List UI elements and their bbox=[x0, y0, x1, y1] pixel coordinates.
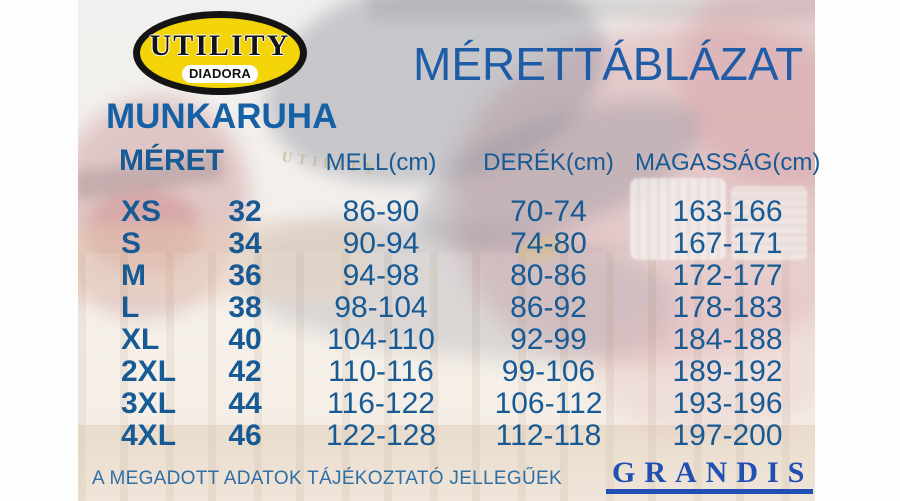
column-header-meret: MÉRET bbox=[119, 144, 224, 177]
size-cell: XS bbox=[121, 195, 162, 228]
number-cell: 38 bbox=[228, 291, 262, 324]
table-row: S 34 90-94 74-80 167-171 bbox=[90, 228, 820, 260]
size-cell: L bbox=[121, 291, 140, 324]
table-row: 2XL 42 110-116 99-106 189-192 bbox=[90, 356, 820, 388]
size-cell: M bbox=[121, 259, 146, 292]
table-row: M 36 94-98 80-86 172-177 bbox=[90, 260, 820, 292]
waist-cell: 80-86 bbox=[510, 259, 587, 292]
number-cell: 42 bbox=[228, 355, 262, 388]
height-cell: 184-188 bbox=[672, 323, 783, 356]
size-cell: 2XL bbox=[121, 355, 177, 388]
size-cell: 4XL bbox=[121, 419, 177, 452]
photo-woven-basket bbox=[731, 186, 807, 260]
chest-cell: 98-104 bbox=[334, 291, 428, 324]
table-row: XL 40 104-110 92-99 184-188 bbox=[90, 324, 820, 356]
grandis-logo: GRANDIS bbox=[606, 458, 814, 494]
waist-cell: 86-92 bbox=[510, 291, 587, 324]
number-cell: 34 bbox=[228, 227, 262, 260]
number-cell: 40 bbox=[228, 323, 262, 356]
page-title: MÉRETTÁBLÁZAT bbox=[413, 38, 804, 90]
table-row: L 38 98-104 86-92 178-183 bbox=[90, 292, 820, 324]
number-cell: 32 bbox=[228, 195, 262, 228]
waist-cell: 112-118 bbox=[495, 419, 602, 452]
height-cell: 189-192 bbox=[672, 355, 783, 388]
waist-cell: 99-106 bbox=[501, 355, 596, 388]
number-cell: 36 bbox=[228, 259, 262, 292]
height-cell: 172-177 bbox=[672, 259, 783, 292]
chest-cell: 86-90 bbox=[342, 195, 420, 228]
height-cell: 193-196 bbox=[672, 387, 783, 420]
table-row: XS 32 86-90 70-74 163-166 bbox=[90, 196, 820, 228]
photo-woven-basket bbox=[630, 178, 726, 260]
chest-cell: 104-110 bbox=[327, 323, 435, 356]
logo-subbrand-text: DIADORA bbox=[181, 65, 259, 83]
column-header-derek: DERÉK(cm) bbox=[483, 149, 614, 176]
size-cell: S bbox=[121, 227, 142, 260]
photo-wood-bench bbox=[78, 222, 368, 300]
column-header-magassag: MAGASSÁG(cm) bbox=[635, 149, 821, 176]
height-cell: 178-183 bbox=[672, 291, 783, 324]
chest-cell: 94-98 bbox=[342, 259, 420, 292]
chest-cell: 122-128 bbox=[325, 419, 437, 452]
number-cell: 46 bbox=[228, 419, 262, 452]
waist-cell: 70-74 bbox=[510, 195, 587, 228]
height-cell: 167-171 bbox=[672, 227, 783, 260]
size-cell: XL bbox=[121, 323, 160, 356]
column-header-mell: MELL(cm) bbox=[325, 149, 437, 176]
disclaimer-text: A MEGADOTT ADATOK TÁJÉKOZTATÓ JELLEGŰEK bbox=[92, 468, 562, 489]
photo-shelf-shadow bbox=[368, 0, 815, 20]
category-label: MUNKARUHA bbox=[106, 97, 338, 136]
background-photo: UTILITY bbox=[78, 0, 815, 501]
number-cell: 44 bbox=[228, 387, 262, 420]
photo-bench-rail bbox=[78, 425, 815, 501]
waist-cell: 106-112 bbox=[494, 387, 603, 420]
table-row: 4XL 46 122-128 112-118 197-200 bbox=[90, 420, 820, 452]
chest-cell: 90-94 bbox=[342, 227, 420, 260]
size-cell: 3XL bbox=[121, 387, 177, 420]
photo-wood-slats bbox=[78, 253, 815, 501]
chest-cell: 110-116 bbox=[328, 355, 434, 388]
table-header-row: MÉRET MELL(cm) DERÉK(cm) MAGASSÁG(cm) bbox=[90, 144, 820, 178]
photo-red-fabric-spot bbox=[86, 188, 201, 273]
waist-cell: 92-99 bbox=[510, 323, 587, 356]
waist-cell: 74-80 bbox=[510, 227, 587, 260]
height-cell: 197-200 bbox=[672, 419, 783, 452]
table-row: 3XL 44 116-122 106-112 193-196 bbox=[90, 388, 820, 420]
utility-diadora-logo: UTILITY DIADORA bbox=[133, 11, 307, 95]
size-table: XS 32 86-90 70-74 163-166 S 34 90-94 74-… bbox=[90, 196, 820, 452]
height-cell: 163-166 bbox=[672, 195, 783, 228]
logo-brand-text: UTILITY bbox=[149, 29, 291, 62]
chest-cell: 116-122 bbox=[327, 387, 435, 420]
